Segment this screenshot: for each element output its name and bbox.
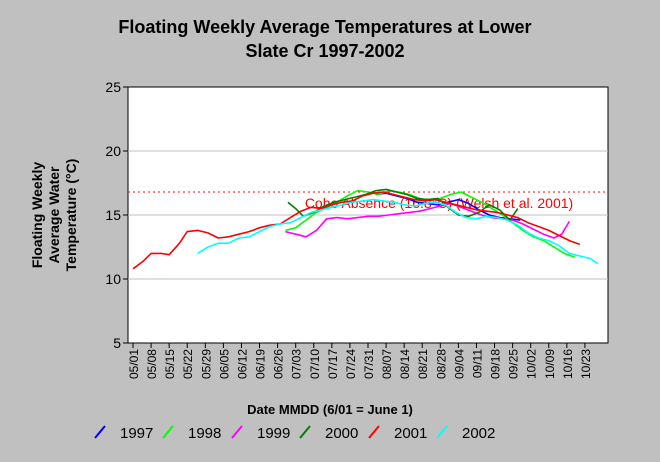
x-tick-label: 09/04 [452,349,466,379]
x-tick-label: 08/14 [398,349,412,379]
y-tick-label: 10 [105,271,121,287]
y-axis-label-line-2: Average Water [46,166,62,264]
x-tick-label: 05/29 [199,349,213,379]
x-tick-label: 09/18 [489,349,503,379]
y-tick-label: 20 [105,143,121,159]
x-tick-label: 10/23 [579,349,593,379]
grid-layer [128,150,608,280]
legend-label-1997: 1997 [120,425,153,442]
x-tick-label: 08/07 [380,349,394,379]
legend-swatch-1999 [231,425,243,439]
x-tick-label: 06/12 [235,349,249,379]
legend-label-1998: 1998 [188,425,221,442]
legend-swatch-2002 [436,425,448,439]
legend-swatch-1998 [162,425,174,439]
x-tick-label: 07/24 [344,349,358,379]
x-tick-label: 08/21 [416,349,430,379]
x-tick-label: 06/26 [272,349,286,379]
x-tick-label: 07/10 [308,349,322,379]
y-tick-label: 25 [105,79,121,95]
y-tick-label: 5 [113,335,121,351]
series-line-2001 [132,191,581,270]
x-tick-label: 07/31 [362,349,376,379]
series-line-2002 [197,198,599,265]
x-tick-label: 05/22 [181,349,195,379]
x-tick-label: 10/09 [543,349,557,379]
legend: 1997 1998 1999 2000 2001 2002 [94,425,495,442]
series-layer [132,188,599,270]
x-tick-label: 09/25 [507,349,521,379]
x-tick-label: 06/05 [217,349,231,379]
legend-label-2000: 2000 [325,425,358,442]
legend-label-2002: 2002 [462,425,495,442]
y-axis-label-line-3: Temperature (°C) [63,159,79,272]
y-axis-label: Floating Weekly Average Water Temperatur… [29,159,79,272]
x-tick-label: 08/28 [434,349,448,379]
x-tick-label: 07/17 [326,349,340,379]
legend-label-2001: 2001 [394,425,427,442]
x-axis-label: Date MMDD (6/01 = June 1) [247,402,413,417]
chart-title-line-1: Floating Weekly Average Temperatures at … [118,17,531,37]
x-tick-label: 05/08 [145,349,159,379]
x-tick-label: 06/19 [254,349,268,379]
legend-swatch-1997 [94,425,106,439]
x-tick-label: 10/16 [561,349,575,379]
x-tick-label: 09/11 [470,349,484,378]
y-axis-label-line-1: Floating Weekly [29,162,45,269]
legend-swatch-2001 [368,425,380,439]
x-tick-label: 05/15 [163,349,177,379]
x-tick-label: 05/01 [127,349,141,379]
axis-layer: 5 10 15 20 25 05/01 05/08 05/15 05/22 05/29 06/05 0… [105,79,593,379]
legend-label-1999: 1999 [257,425,290,442]
legend-swatch-2000 [299,425,311,439]
x-tick-label: 10/02 [525,349,539,379]
series-line-1999 [285,202,571,239]
y-tick-label: 15 [105,207,121,223]
x-tick-label: 07/03 [290,349,304,379]
chart-title-line-2: Slate Cr 1997-2002 [245,41,404,61]
